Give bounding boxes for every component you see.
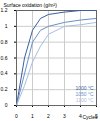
svg-text:1: 1 <box>31 113 34 119</box>
svg-text:1000 °C: 1000 °C <box>75 84 94 91</box>
svg-text:0.6: 0.6 <box>1 55 8 61</box>
svg-text:1.2: 1.2 <box>0 7 8 14</box>
svg-text:0: 0 <box>15 113 18 119</box>
svg-text:Cycles: Cycles <box>82 114 98 120</box>
svg-text:1: 1 <box>5 23 8 29</box>
svg-text:4: 4 <box>79 113 82 120</box>
svg-text:1050 °C: 1050 °C <box>75 90 94 97</box>
svg-text:1100 °C: 1100 °C <box>76 97 94 103</box>
svg-text:Surface oxidation (g/m²): Surface oxidation (g/m²) <box>4 2 58 8</box>
svg-text:0: 0 <box>5 102 8 108</box>
svg-text:0.2: 0.2 <box>1 86 8 92</box>
svg-text:0.4: 0.4 <box>1 70 8 76</box>
svg-text:2: 2 <box>47 113 50 119</box>
svg-text:3: 3 <box>63 113 66 119</box>
svg-text:0.8: 0.8 <box>1 39 8 45</box>
